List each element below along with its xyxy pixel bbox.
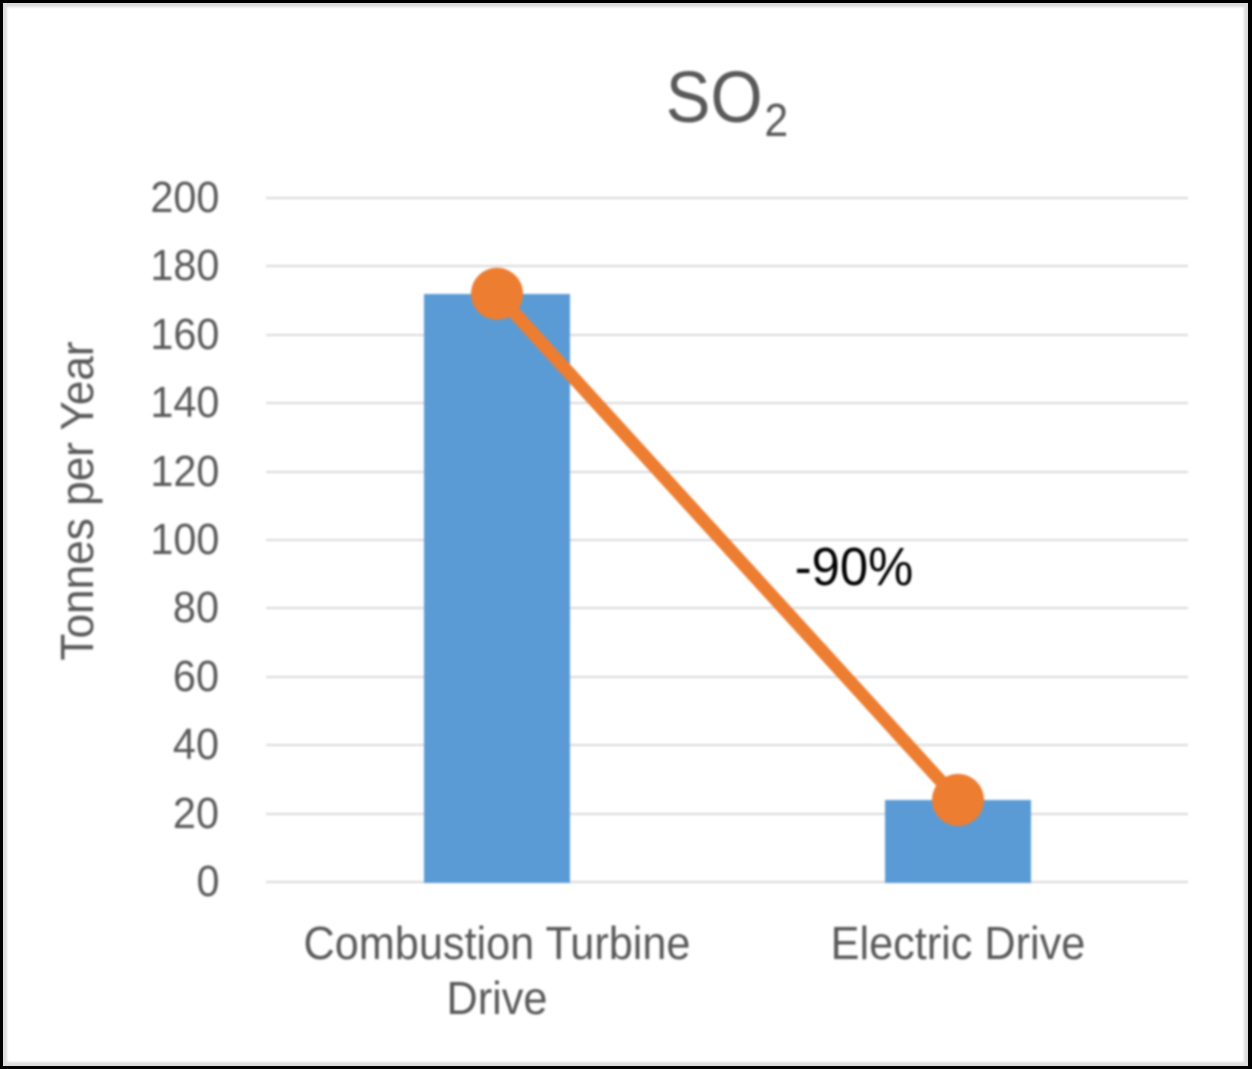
y-tick-label-140: 140 <box>149 378 219 428</box>
gridline-80 <box>266 607 1188 610</box>
gridline-200 <box>266 197 1188 199</box>
chart-background <box>7 7 1244 1062</box>
gridline-140 <box>266 402 1188 405</box>
gridline-0 <box>266 881 1188 883</box>
gridline-120 <box>266 470 1188 473</box>
gridline-20 <box>266 812 1188 815</box>
gridline-40 <box>266 744 1188 747</box>
y-tick-label-160: 160 <box>149 309 219 359</box>
y-tick-label-60: 60 <box>172 651 219 701</box>
line-marker-electric-drive <box>932 773 984 826</box>
y-tick-label-0: 0 <box>195 857 219 906</box>
chart-title-base: SO <box>665 58 763 138</box>
y-tick-label-180: 180 <box>149 241 219 291</box>
percent-change-annotation: -90% <box>794 537 914 597</box>
y-tick-label-120: 120 <box>149 446 219 496</box>
category-label-combustion-turbine-drive: Combustion Turbine Drive <box>303 917 691 1024</box>
y-tick-label-40: 40 <box>172 720 219 770</box>
gridline-180 <box>266 265 1188 268</box>
y-axis-title: Tonnes per Year <box>51 341 103 661</box>
trend-line <box>492 289 963 805</box>
gridline-160 <box>266 333 1188 336</box>
gridline-60 <box>266 675 1188 678</box>
y-tick-label-200: 200 <box>149 173 219 222</box>
line-marker-combustion-turbine-drive <box>471 267 523 320</box>
chart-title: SO2 <box>51 62 1252 146</box>
y-tick-label-80: 80 <box>172 583 219 633</box>
y-tick-label-20: 20 <box>172 788 219 838</box>
bar-combustion-turbine-drive <box>424 293 570 883</box>
chart-title-subscript: 2 <box>764 94 789 146</box>
y-tick-label-100: 100 <box>149 515 219 564</box>
category-label-electric-drive: Electric Drive <box>830 917 1086 969</box>
